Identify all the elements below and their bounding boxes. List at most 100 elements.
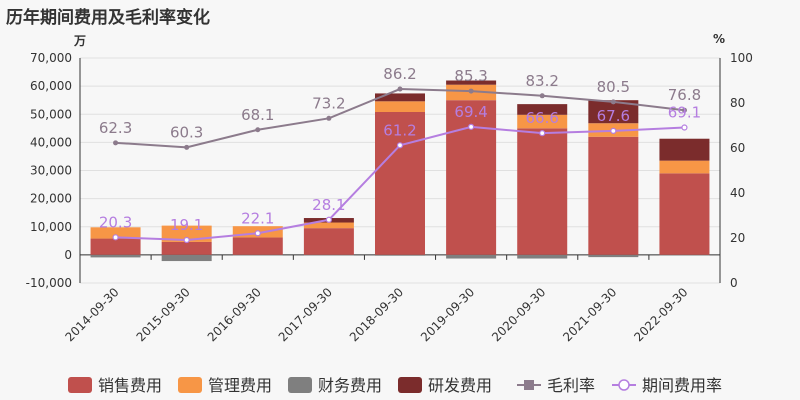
legend-swatch: [398, 377, 422, 393]
bar-2-2020-09-30: [517, 114, 568, 129]
line-point-gross-margin: [184, 144, 190, 150]
legend-label: 管理费用: [208, 376, 272, 395]
data-label: 73.2: [312, 94, 345, 112]
y-left-tick-label: 70,000: [30, 51, 72, 65]
x-tick-label: 2017-09-30: [276, 285, 335, 344]
bar-1-2021-09-30: [588, 136, 639, 255]
y-right-tick-label: 40: [730, 186, 745, 200]
bar-1-2020-09-30: [517, 128, 568, 255]
left-axis-unit: 万: [74, 34, 87, 48]
y-right-tick-label: 60: [730, 141, 745, 155]
legend-marker: [618, 379, 630, 391]
bar-3-2017-09-30: [303, 254, 354, 256]
bar-4-2020-09-30: [517, 104, 568, 115]
y-left-tick-label: 20,000: [30, 192, 72, 206]
bar-2-2022-09-30: [659, 160, 710, 174]
bar-1-2014-09-30: [90, 238, 141, 255]
bar-1-2019-09-30: [446, 100, 497, 255]
line-point-gross-margin: [113, 140, 119, 146]
data-label: 86.2: [383, 65, 416, 83]
chart-title: 历年期间费用及毛利率变化: [6, 8, 210, 28]
line-point-expense-rate: [325, 216, 332, 223]
bar-3-2020-09-30: [517, 254, 568, 259]
legend-swatch: [68, 377, 92, 393]
y-left-tick-label: 0: [64, 248, 72, 262]
data-label: 68.1: [241, 106, 274, 124]
legend-label: 毛利率: [547, 376, 595, 395]
x-tick-label: 2014-09-30: [62, 285, 121, 344]
line-point-gross-margin: [255, 127, 261, 133]
bar-2-2018-09-30: [375, 101, 425, 112]
line-point-expense-rate: [183, 236, 190, 244]
x-tick-label: 2022-09-30: [631, 285, 690, 344]
legend-label: 研发费用: [428, 376, 492, 395]
y-left-tick-label: 50,000: [30, 107, 72, 121]
x-tick-label: 2018-09-30: [347, 285, 406, 344]
line-point-gross-margin: [681, 107, 687, 113]
y-left-tick-label: 40,000: [30, 135, 72, 149]
x-tick-label: 2016-09-30: [205, 285, 264, 344]
line-point-expense-rate: [396, 142, 404, 149]
y-left-tick-label: 30,000: [30, 164, 72, 178]
line-point-expense-rate: [254, 230, 261, 237]
bar-4-2021-09-30: [588, 100, 639, 124]
line-point-gross-margin: [610, 99, 616, 105]
data-label: 60.3: [170, 123, 203, 141]
x-tick-label: 2021-09-30: [560, 285, 619, 344]
data-label: 69.1: [668, 104, 701, 122]
line-point-expense-rate: [112, 234, 119, 241]
legend-label: 期间费用率: [642, 376, 722, 395]
bar-3-2014-09-30: [90, 254, 141, 258]
bar-4-2019-09-30: [446, 80, 497, 85]
y-right-tick-label: 20: [730, 231, 745, 245]
bar-3-2018-09-30: [375, 254, 425, 256]
legend-swatch: [178, 377, 202, 393]
data-label: 19.1: [170, 216, 203, 234]
bar-1-2018-09-30: [375, 112, 425, 255]
line-point-gross-margin: [397, 86, 403, 92]
data-label: 69.4: [454, 103, 487, 121]
line-point-expense-rate: [468, 123, 475, 130]
bar-3-2015-09-30: [161, 254, 212, 262]
y-right-tick-label: 80: [730, 96, 745, 110]
bar-2-2014-09-30: [90, 227, 141, 239]
data-label: 22.1: [241, 209, 274, 227]
bar-3-2019-09-30: [446, 254, 497, 259]
line-point-gross-margin: [539, 93, 545, 99]
bar-1-2022-09-30: [659, 173, 710, 255]
legend-label: 财务费用: [318, 376, 382, 395]
data-label: 28.1: [312, 196, 345, 214]
bar-2-2017-09-30: [303, 222, 354, 229]
line-point-gross-margin: [468, 88, 474, 94]
data-label: 66.6: [526, 109, 559, 127]
data-label: 62.3: [99, 119, 132, 137]
line-point-expense-rate: [681, 124, 688, 131]
y-left-tick-label: -10,000: [26, 276, 72, 290]
bar-1-2015-09-30: [161, 241, 212, 255]
x-tick-label: 2015-09-30: [134, 285, 193, 344]
data-label: 80.5: [597, 78, 630, 96]
data-label: 61.2: [383, 121, 416, 139]
data-label: 76.8: [668, 86, 701, 104]
bar-4-2018-09-30: [375, 93, 425, 102]
legend-label: 销售费用: [98, 376, 162, 395]
bar-1-2016-09-30: [232, 237, 283, 255]
x-tick-label: 2020-09-30: [489, 285, 548, 344]
data-label: 67.6: [597, 107, 630, 125]
data-label: 20.3: [99, 213, 132, 231]
y-left-tick-label: 60,000: [30, 79, 72, 93]
bar-4-2022-09-30: [659, 138, 710, 161]
bar-3-2016-09-30: [232, 254, 283, 256]
y-left-tick-label: 10,000: [30, 220, 72, 234]
y-right-tick-label: 100: [730, 51, 753, 65]
data-label: 85.3: [454, 67, 487, 85]
line-point-expense-rate: [610, 127, 617, 134]
bar-3-2022-09-30: [659, 254, 710, 256]
line-point-gross-margin: [326, 115, 332, 121]
y-right-tick-label: 0: [730, 276, 738, 290]
line-point-expense-rate: [539, 130, 546, 137]
legend-swatch: [288, 377, 312, 393]
data-label: 83.2: [526, 72, 559, 90]
